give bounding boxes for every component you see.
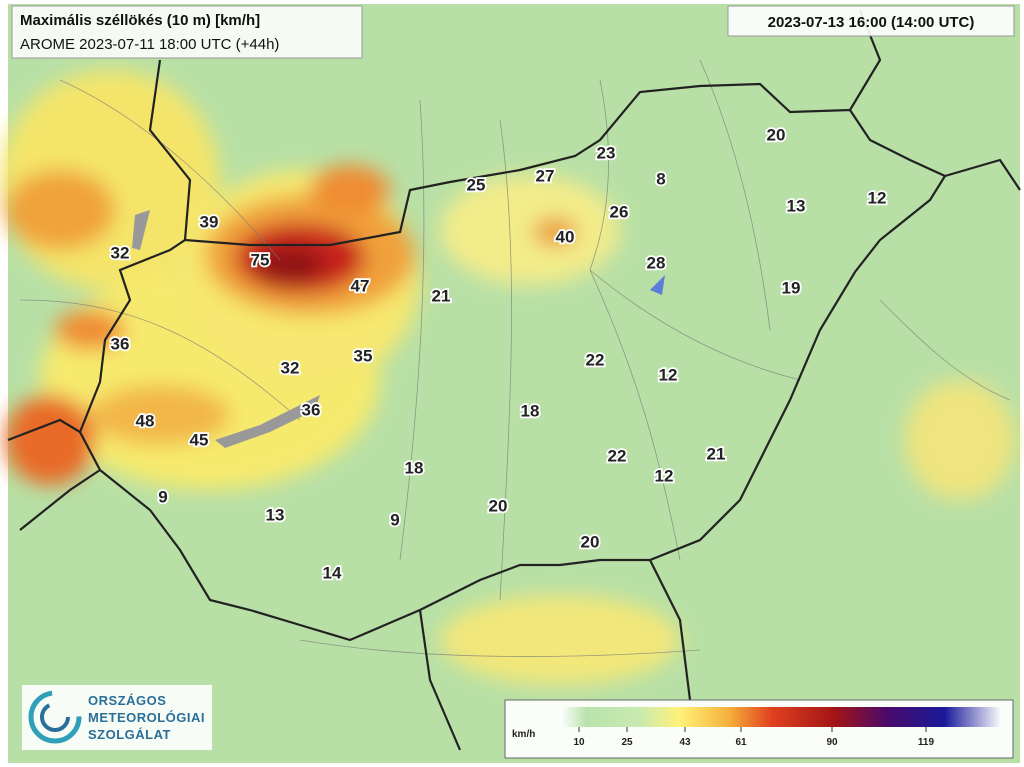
station-value: 27 [536,166,555,185]
station-value: 12 [655,466,674,485]
wind-area [90,385,230,445]
header-box: Maximális széllökés (10 m) [km/h] AROME … [11,5,1015,59]
borders [7,9,1021,751]
legend-tick-label: 25 [621,737,633,748]
header-background [11,5,363,59]
valid-time: 2023-07-13 16:00 (14:00 UTC) [768,14,975,31]
logo-line: ORSZÁGOS [88,693,166,708]
station-value: 26 [610,202,629,221]
station-value: 20 [767,125,786,144]
station-value: 48 [136,411,155,430]
lake [650,275,665,295]
station-value: 45 [190,430,209,449]
wind-area [55,310,125,350]
wind-area [5,395,95,485]
country-border [148,59,192,241]
streamline [879,299,1011,401]
wind-area [533,218,577,246]
wind-field [0,70,1015,685]
country-border [19,469,101,531]
logo: ORSZÁGOS METEOROLÓGIAI SZOLGÁLAT [22,685,212,750]
streamline [19,299,301,421]
station-value: 9 [158,487,167,506]
streamline [399,99,425,561]
station-value: 23 [597,143,616,162]
wind-area [905,380,1015,500]
station-value: 36 [302,400,321,419]
time-background [727,5,1015,37]
station-value: 36 [111,334,130,353]
streamline [299,639,701,657]
wind-area [440,175,620,285]
streamline [499,119,512,601]
station-value: 21 [432,286,451,305]
station-value: 75 [251,250,270,269]
streamline [59,79,281,261]
subtitle: AROME 2023-07-11 18:00 UTC (+44h) [20,36,279,53]
wind-area [310,165,390,215]
station-value: 14 [323,563,342,582]
station-value: 9 [390,510,399,529]
logo-line: METEOROLÓGIAI [88,710,205,725]
station-value: 39 [200,212,219,231]
color-bar [560,707,1002,727]
station-value: 13 [787,196,806,215]
station-value: 18 [405,458,424,477]
streamline [589,269,681,561]
logo-line: SZOLGÁLAT [88,727,171,742]
legend-tick-label: 10 [573,737,585,748]
country-border [418,609,462,751]
lake [132,210,150,250]
station-value: 12 [659,365,678,384]
station-value: 21 [707,444,726,463]
wind-area [440,595,680,685]
station-value: 35 [354,346,373,365]
station-value: 12 [868,188,887,207]
station-value: 20 [489,496,508,515]
country-border [78,82,947,642]
logo-icon [28,690,82,744]
station-value: 22 [608,446,627,465]
station-value: 13 [266,505,285,524]
wind-area [255,247,325,283]
station-value: 18 [521,401,540,420]
station-value: 8 [656,169,665,188]
country-border [649,559,692,701]
title: Maximális széllökés (10 m) [km/h] [20,12,260,29]
streamline [589,269,801,381]
station-values: 32 39 75 47 21 25 27 23 8 26 40 28 20 13 12 19 36 35 32 36 4… [109,124,888,585]
station-value: 32 [111,243,130,262]
station-value: 19 [782,278,801,297]
lakes [132,210,665,448]
station-value: 47 [351,276,370,295]
logo-icon [40,702,70,732]
country-border [944,158,1021,191]
streamline [589,79,609,271]
streamline [699,59,771,331]
legend-tick-label: 43 [679,737,691,748]
lake [215,395,320,448]
station-value: 20 [581,532,600,551]
legend-tick-label: 119 [918,737,935,748]
legend-unit: km/h [512,729,535,740]
station-value: 28 [647,253,666,272]
station-value: 32 [281,358,300,377]
station-value: 22 [586,350,605,369]
wind-area [5,170,115,250]
legend-tick-label: 61 [735,737,747,748]
country-border [7,418,81,442]
legend: km/h 10 25 43 61 90 119 [504,699,1014,759]
station-value: 40 [556,227,575,246]
station-value: 25 [467,175,486,194]
legend-tick-label: 90 [826,737,838,748]
streamlines [19,59,1011,657]
